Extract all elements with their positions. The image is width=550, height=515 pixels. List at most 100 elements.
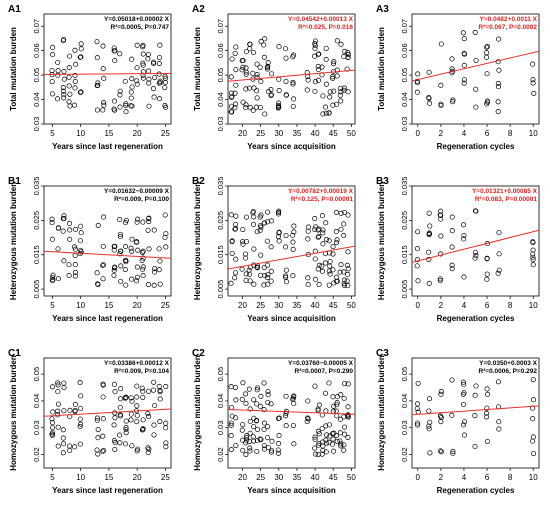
data-point <box>258 393 264 399</box>
data-point <box>268 278 274 284</box>
data-point <box>240 422 246 428</box>
data-point <box>438 391 444 397</box>
data-point <box>472 392 478 398</box>
data-point <box>290 103 296 109</box>
data-point <box>94 55 100 61</box>
data-point <box>67 103 73 109</box>
data-point <box>316 402 322 408</box>
data-point <box>315 266 321 272</box>
x-tick-label: 30 <box>274 129 283 138</box>
data-point <box>156 61 162 67</box>
y-axis-label: Homozygous mutation burden <box>193 355 202 471</box>
data-point <box>60 216 66 222</box>
data-point <box>140 75 146 81</box>
data-point <box>265 399 271 405</box>
data-point <box>72 262 78 268</box>
data-point <box>243 71 249 77</box>
panel-letter: B2 <box>192 176 205 187</box>
data-point <box>472 249 478 256</box>
data-point <box>333 229 339 235</box>
data-point <box>449 214 455 220</box>
data-point <box>251 214 257 220</box>
data-point <box>49 236 55 242</box>
data-point <box>530 450 537 457</box>
data-point <box>233 256 239 262</box>
data-point <box>228 433 234 439</box>
data-point <box>254 88 260 94</box>
regression-stats: R²=0.009, P=0.104 <box>114 368 169 375</box>
data-point <box>228 280 234 286</box>
data-point <box>484 410 490 416</box>
data-point <box>323 220 329 226</box>
data-point <box>312 445 318 451</box>
x-tick-label: 8 <box>508 129 513 138</box>
data-point <box>484 44 490 50</box>
data-point <box>414 80 421 86</box>
data-point <box>118 263 124 269</box>
data-point <box>140 417 146 423</box>
data-point <box>472 208 479 214</box>
data-point <box>49 79 55 85</box>
data-point <box>276 44 282 50</box>
x-axis-label: Years since last regeneration <box>52 142 163 151</box>
data-point <box>129 248 135 254</box>
x-tick-label: 20 <box>238 301 247 310</box>
data-point <box>254 401 260 407</box>
data-point <box>112 107 118 113</box>
data-point <box>276 208 282 214</box>
data-point <box>427 450 433 456</box>
regression-stats: R²=0.025, P=0.016 <box>298 24 353 31</box>
y-tick-label: 0.03 <box>400 117 409 132</box>
data-point <box>324 432 330 438</box>
data-point <box>134 239 140 245</box>
data-point <box>331 59 337 65</box>
data-point <box>243 102 249 108</box>
data-point <box>122 220 129 226</box>
data-point <box>95 223 101 229</box>
y-tick-label: 0.07 <box>216 19 225 34</box>
data-point <box>100 262 106 268</box>
data-point <box>55 443 61 449</box>
data-point <box>66 99 72 105</box>
data-point <box>229 56 235 62</box>
data-point <box>123 109 129 115</box>
y-tick-label: 0.035 <box>400 177 409 196</box>
data-point <box>449 262 455 268</box>
panel-A1: A1 5 10 15 20 25 0.03 0.04 0.05 0.06 0.07 Years sin… <box>8 4 172 151</box>
data-point <box>111 381 117 387</box>
plot-frame <box>411 185 540 297</box>
x-tick-label: 10 <box>529 473 538 482</box>
data-point <box>320 93 326 99</box>
data-point <box>49 420 56 426</box>
data-point <box>327 94 333 100</box>
data-point <box>162 79 168 85</box>
data-point <box>312 276 319 282</box>
data-point <box>157 281 163 287</box>
data-point <box>338 441 344 447</box>
data-point <box>316 431 322 437</box>
panel-A3: A3 0 2 4 6 8 10 0.03 0.04 0.05 0.06 0.07 Regeneratio… <box>376 4 540 151</box>
data-point <box>243 49 250 55</box>
data-point <box>49 431 55 437</box>
data-point <box>240 57 246 64</box>
data-point <box>111 45 117 51</box>
data-point <box>322 260 328 266</box>
data-point <box>484 386 490 392</box>
data-point <box>117 92 123 98</box>
y-tick-label: 0.05 <box>400 68 409 83</box>
regression-equation: Y=0.01632−0.00009 X <box>104 188 170 195</box>
data-point <box>77 405 83 412</box>
data-point <box>229 239 235 245</box>
data-point <box>112 264 118 270</box>
data-point <box>73 61 79 67</box>
x-tick-label: 2 <box>439 473 444 482</box>
data-point <box>77 89 83 95</box>
data-point <box>312 451 318 457</box>
y-tick-label: 0.015 <box>400 245 409 264</box>
data-point <box>305 281 311 288</box>
data-point <box>438 449 444 455</box>
data-point <box>163 444 169 450</box>
data-point <box>530 77 536 83</box>
data-point <box>140 426 146 432</box>
data-point <box>290 273 296 279</box>
